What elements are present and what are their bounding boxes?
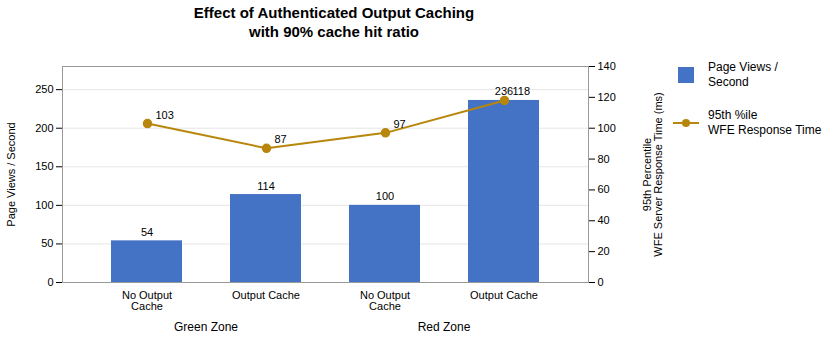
svg-text:100: 100: [598, 121, 616, 133]
svg-text:103: 103: [156, 108, 174, 120]
svg-text:0: 0: [598, 276, 604, 288]
svg-text:No OutputCache: No OutputCache: [122, 289, 172, 312]
svg-text:40: 40: [598, 214, 610, 226]
html-text:95th %ile WFE Response Time: 95th %ile WFE Response Time: [708, 108, 822, 137]
svg-text:140: 140: [598, 60, 616, 72]
svg-text:118: 118: [513, 85, 531, 97]
svg-text:250: 250: [35, 83, 53, 95]
svg-text:114: 114: [257, 179, 275, 191]
svg-text:100: 100: [35, 198, 53, 210]
svg-text:50: 50: [41, 237, 53, 249]
svg-text:Red Zone: Red Zone: [418, 320, 471, 334]
svg-text:60: 60: [598, 183, 610, 195]
svg-text:120: 120: [598, 90, 616, 102]
svg-text:Output Cache: Output Cache: [232, 289, 300, 301]
svg-text:87: 87: [275, 133, 287, 145]
svg-text:80: 80: [598, 152, 610, 164]
svg-text:No OutputCache: No OutputCache: [360, 289, 410, 312]
svg-text:100: 100: [376, 190, 394, 202]
svg-text:97: 97: [394, 117, 406, 129]
svg-text:95th PercentileWFE Server Resp: 95th PercentileWFE Server Response Time …: [641, 92, 664, 256]
svg-text:0: 0: [47, 276, 53, 288]
svg-text:Green Zone: Green Zone: [174, 320, 238, 334]
svg-text:Page Views / Second: Page Views / Second: [5, 122, 17, 226]
html-text:Page Views / Second: Page Views / Second: [708, 60, 778, 89]
svg-text:150: 150: [35, 160, 53, 172]
html-text:Effect of Authenticated Output: Effect of Authenticated Output Caching w…: [193, 4, 475, 40]
svg-text:20: 20: [598, 245, 610, 257]
svg-text:Output Cache: Output Cache: [470, 289, 538, 301]
svg-text:236: 236: [495, 85, 513, 97]
svg-text:54: 54: [141, 225, 153, 237]
svg-text:200: 200: [35, 121, 53, 133]
